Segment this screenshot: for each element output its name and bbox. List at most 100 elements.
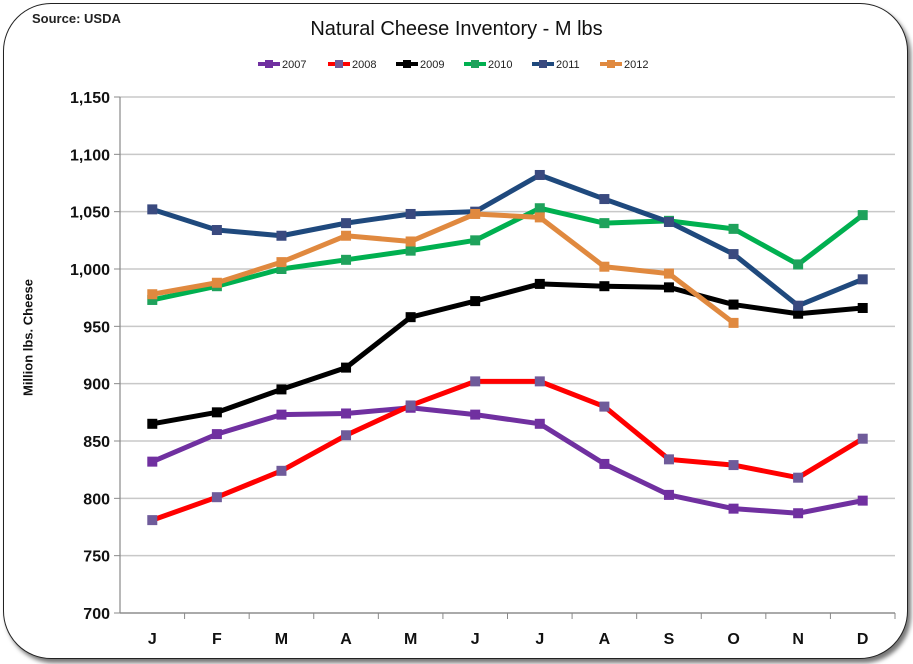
data-point-2012 [728,317,739,328]
data-point-2007 [341,408,352,419]
data-point-2011 [405,208,416,219]
data-point-2010 [341,254,352,265]
y-tick-label: 850 [83,434,110,451]
legend-marker-2007 [265,60,273,68]
data-point-2009 [857,302,868,313]
data-point-2009 [405,312,416,323]
data-point-2009 [534,278,545,289]
data-point-2012 [276,257,287,268]
legend-marker-2011 [539,60,547,68]
data-point-2009 [663,282,674,293]
legend-label: 2010 [488,59,512,71]
y-tick-label: 1,100 [70,147,110,164]
data-point-2010 [857,210,868,221]
data-point-2010 [599,218,610,229]
data-point-2008 [663,454,674,465]
y-tick-label: 700 [83,606,110,623]
data-point-2007 [147,456,158,467]
y-tick-label: 1,050 [70,205,110,222]
data-point-2009 [728,299,739,310]
data-point-2007 [470,409,481,420]
data-point-2011 [857,274,868,285]
data-point-2012 [341,230,352,241]
data-point-2010 [405,245,416,256]
x-tick-label: J [535,631,544,648]
legend-label: 2012 [624,59,648,71]
data-point-2008 [341,430,352,441]
legend-label: 2011 [556,59,580,71]
y-tick-label: 800 [83,491,110,508]
x-tick-label: J [471,631,480,648]
legend-label: 2008 [352,59,376,71]
data-point-2011 [663,216,674,227]
data-point-2009 [147,418,158,429]
data-point-2008 [276,465,287,476]
series-line-2008 [151,378,865,523]
chart-source: Source: USDA [32,11,121,26]
data-point-2008 [534,376,545,387]
y-tick-label: 750 [83,549,110,566]
data-point-2007 [599,458,610,469]
data-point-2012 [534,212,545,223]
data-point-2009 [211,407,222,418]
data-point-2009 [341,362,352,373]
series-line-2011 [151,172,864,309]
legend-label: 2009 [420,59,444,71]
data-point-2009 [793,308,804,319]
data-point-2007 [211,429,222,440]
data-point-2012 [405,236,416,247]
legend-marker-2010 [471,60,479,68]
chart-frame [3,3,908,659]
x-tick-label: M [275,631,288,648]
x-tick-label: F [212,631,222,648]
series-line-2010 [151,205,865,303]
x-tick-label: D [857,631,869,648]
data-point-2010 [147,294,158,305]
x-tick-label: N [792,631,804,648]
data-point-2007 [663,489,674,500]
data-point-2012 [663,268,674,279]
data-point-2012 [211,277,222,288]
data-point-2007 [534,418,545,429]
series-line-2009 [151,281,863,427]
data-point-2010 [276,264,287,274]
data-point-2011 [276,230,287,241]
data-point-2008 [793,472,804,483]
data-point-2012 [599,261,610,272]
data-point-2008 [728,460,739,471]
x-tick-label: J [148,631,157,648]
data-point-2011 [534,169,545,180]
data-point-2008 [211,492,222,503]
data-point-2007 [793,508,804,519]
legend-marker-2012 [607,60,615,68]
x-tick-label: A [599,631,611,648]
data-point-2008 [857,433,868,444]
data-point-2011 [341,218,352,229]
data-point-2010 [470,235,481,246]
y-tick-label: 1,000 [70,262,110,279]
data-point-2009 [276,384,287,395]
data-point-2009 [599,281,610,292]
series-line-2012 [151,211,736,325]
legend-label: 2007 [282,59,306,71]
data-point-2012 [470,208,481,219]
y-tick-label: 900 [83,377,110,394]
data-point-2007 [276,409,287,420]
data-point-2008 [599,401,610,412]
legend-marker-2008 [335,60,343,68]
y-tick-label: 950 [83,319,110,336]
data-point-2008 [405,400,416,411]
legend-marker-2009 [403,60,411,68]
series-line-2007 [151,405,864,516]
x-tick-label: M [404,631,417,648]
data-point-2007 [857,495,868,506]
data-point-2012 [147,289,158,300]
x-tick-label: A [340,631,352,648]
data-point-2011 [599,194,610,205]
data-point-2007 [728,503,739,514]
data-point-2011 [793,300,804,311]
data-point-2009 [470,296,481,307]
x-tick-label: S [664,631,675,648]
data-point-2010 [793,259,804,270]
